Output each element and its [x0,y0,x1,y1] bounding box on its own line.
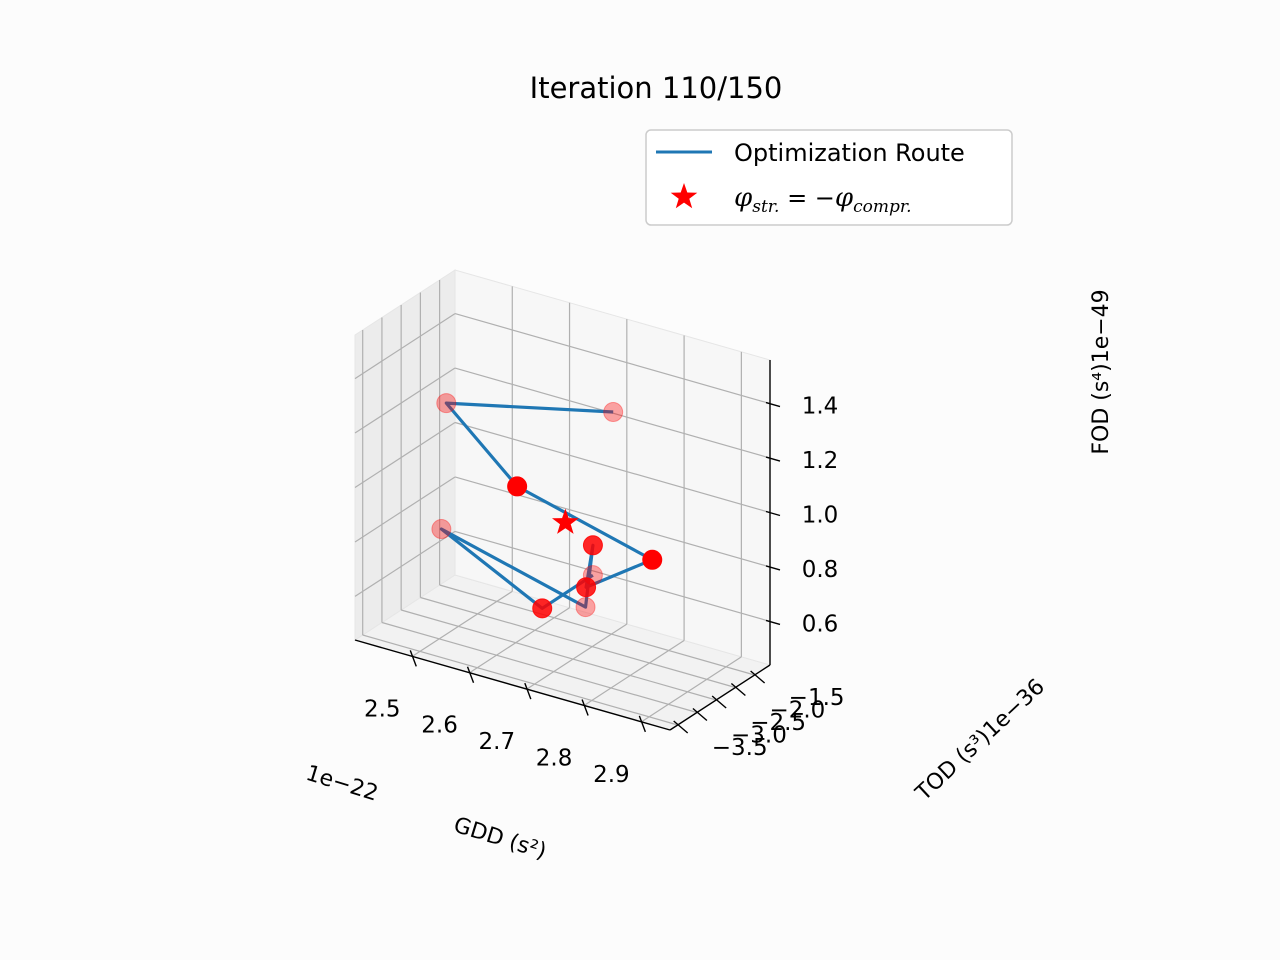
grid-lines [354,280,771,726]
z-tick-label: 0.6 [802,611,839,637]
x-tick-mark [524,682,532,700]
x-tick-mark [409,650,417,667]
legend-route-label: Optimization Route [734,139,965,167]
legend-target-swatch [670,183,698,209]
route-point [532,598,553,619]
route-point [642,549,663,570]
x-tick-mark [581,699,589,716]
x-tick-label: 2.6 [421,713,458,739]
gridline-z-side [354,421,456,489]
z-tick-label: 0.8 [802,557,839,583]
gridline-z-back [454,476,771,568]
chart-title: Iteration 110/150 [530,71,783,105]
z-tick-mark [765,510,781,517]
target-marker-group [552,508,579,534]
x-tick-label: 2.7 [479,729,516,755]
y-tick-mark [750,670,766,684]
x-tick-mark [638,715,647,733]
legend: Optimization Route φstr. = −φcompr. [645,129,1013,226]
y-tick-mark [711,695,727,709]
x-axis-line [354,639,671,731]
x-axis-offset-label: 1e−22 [303,761,381,807]
y-tick-label: −3.0 [731,723,787,749]
y-tick-label: −3.5 [712,735,768,761]
x-tick-label: 2.8 [536,745,573,771]
route-point [603,402,624,423]
legend-box [645,129,1013,226]
legend-target-label: φstr. = −φcompr. [734,183,912,217]
gridline-y-floor [420,596,736,689]
route-points [431,393,663,619]
z-tick-mark [765,619,781,626]
x-tick-mark [466,666,475,683]
gridline-x-floor [583,639,685,706]
z-tick-mark [765,401,781,408]
z-axis-label: FOD (s⁴)1e−49 [1089,289,1114,454]
optimization-route [439,401,654,610]
z-tick-label: 1.4 [802,394,839,420]
route-point [576,577,597,598]
y-tick-label: −1.5 [789,685,845,711]
y-tick-mark [692,707,708,722]
y-tick-mark [730,682,746,697]
y-axis-label: TOD (s³)1e−36 [911,674,1050,806]
y-tick-mark [673,720,689,734]
y-tick-label: −2.5 [750,710,806,736]
route-point [507,476,528,497]
z-tick-mark [765,565,781,571]
x-axis-label: GDD (s²) [451,813,550,865]
route-point [575,597,596,618]
route-point [436,393,457,414]
route-point [431,519,452,540]
route-line [439,401,654,610]
gridline-y-floor [362,634,678,726]
gridline-z-side [354,476,456,543]
gridline-z-side [354,367,456,434]
gridline-z-side [354,313,456,380]
z-tick-label: 1.0 [802,503,839,529]
gridline-z-back [454,421,771,514]
gridline-y-floor [381,621,698,714]
gridline-y-floor [439,584,755,676]
z-tick-mark [765,456,781,462]
tick-marks: 2.5 2.6 2.7 2.8 2.9 −1.5−2.0−2.5−3.0−3.5 1.4 1.… [364,394,845,788]
x-tick-label: 2.5 [364,696,401,722]
y-axis-line [669,664,771,731]
route-point [582,535,603,556]
gridline-x-floor [469,607,570,674]
gridline-x-floor [411,590,513,657]
target-marker [552,508,579,534]
gridline-y-floor [400,609,717,701]
route-point [582,565,603,586]
gridline-x-floor [526,623,628,690]
y-tick-label: −2.0 [769,698,825,724]
gridline-z-back [454,312,771,405]
x-tick-label: 2.9 [593,762,630,788]
gridline-x-floor [641,656,742,723]
gridline-z-side [354,530,456,597]
z-tick-label: 1.2 [802,448,839,474]
